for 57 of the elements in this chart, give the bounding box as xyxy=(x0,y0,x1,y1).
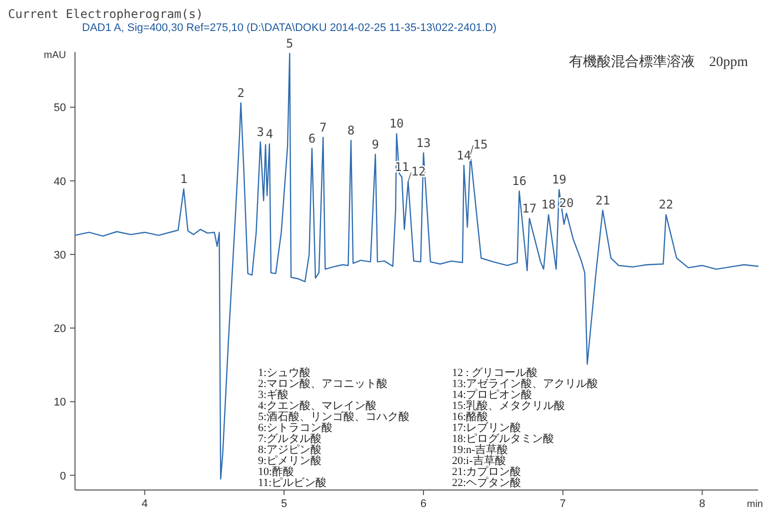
annotation: 8:アジピン酸 xyxy=(258,444,322,456)
annotation: 5 xyxy=(286,36,294,50)
annotation: 2:マロン酸、アコニット酸 xyxy=(258,378,388,390)
annotation: 22 xyxy=(658,198,674,212)
annotation: 7 xyxy=(319,120,327,134)
annotation: 20:i-吉草酸 xyxy=(452,454,506,467)
y-tick-label: 50 xyxy=(54,102,66,114)
annotation: 18:ピログルタミン酸 xyxy=(452,433,554,445)
x-tick-label: 4 xyxy=(142,498,148,510)
x-tick-label: 5 xyxy=(281,498,288,510)
annotation: 17:レブリン酸 xyxy=(452,421,522,434)
chart-subtitle: DAD1 A, Sig=400,30 Ref=275,10 (D:\DATA\DOKU 2014-02-25 11-35-13\022-2401.D) xyxy=(82,22,497,34)
annotation: 13:アゼライン酸、アクリル酸 xyxy=(452,378,598,390)
x-tick-label: 8 xyxy=(699,498,706,510)
y-tick-label: 40 xyxy=(54,176,66,188)
annotation: 6 xyxy=(308,131,316,146)
annotation: 21:カプロン酸 xyxy=(452,465,522,478)
annotation: 3:ギ酸 xyxy=(258,389,289,401)
annotation: 有機酸混合標準溶液 20ppm xyxy=(569,54,748,70)
x-tick-label: 7 xyxy=(560,498,566,510)
annotation: 2 xyxy=(237,86,244,100)
annotation: 4:クエン酸、マレイン酸 xyxy=(258,400,377,412)
annotation: 18 xyxy=(541,198,556,212)
annotation: 6:シトラコン酸 xyxy=(258,422,333,434)
annotation: 1:シュウ酸 xyxy=(258,367,311,379)
annotation: 10:酢酸 xyxy=(258,466,294,478)
annotation: 22:ヘプタン酸 xyxy=(452,476,522,489)
annotation: 14:プロピオン酸 xyxy=(452,388,532,401)
annotation: 7:グルタル酸 xyxy=(258,433,322,445)
y-axis-title: mAU xyxy=(44,50,66,61)
annotation: 11:ピルビン酸 xyxy=(258,477,327,489)
y-tick-label: 10 xyxy=(54,396,66,409)
annotation: 5:酒石酸、リンゴ酸、コハク酸 xyxy=(258,410,410,423)
annotation: 9:ピメリン酸 xyxy=(258,455,322,467)
annotation: 15:乳酸、メタクリル酸 xyxy=(452,399,566,412)
annotation: 17 xyxy=(522,201,537,216)
annotation: 10 xyxy=(389,116,404,131)
annotation: 12 : グリコール酸 xyxy=(452,367,538,379)
annotation: 8 xyxy=(347,123,355,138)
annotation: 4 xyxy=(266,127,274,142)
y-tick-label: 20 xyxy=(54,323,66,336)
annotation: 3 xyxy=(256,124,264,139)
y-tick-label: 0 xyxy=(60,470,66,482)
annotation: 13 xyxy=(416,136,431,150)
x-tick-label: 6 xyxy=(420,498,427,510)
chart-title: Current Electropherogram(s) xyxy=(8,7,204,21)
annotation: 1 xyxy=(180,172,188,186)
annotation: 14 xyxy=(456,148,472,162)
x-axis-title: min xyxy=(746,499,763,510)
annotation: 21 xyxy=(595,193,610,208)
annotation: 9 xyxy=(372,137,379,152)
annotation: 16:酪酸 xyxy=(452,411,488,423)
annotation: 19:n-吉草酸 xyxy=(452,443,508,456)
annotation: 15 xyxy=(473,137,488,152)
annotation: 16 xyxy=(512,174,526,188)
y-tick-label: 30 xyxy=(54,249,66,262)
annotation: 19 xyxy=(552,172,566,187)
